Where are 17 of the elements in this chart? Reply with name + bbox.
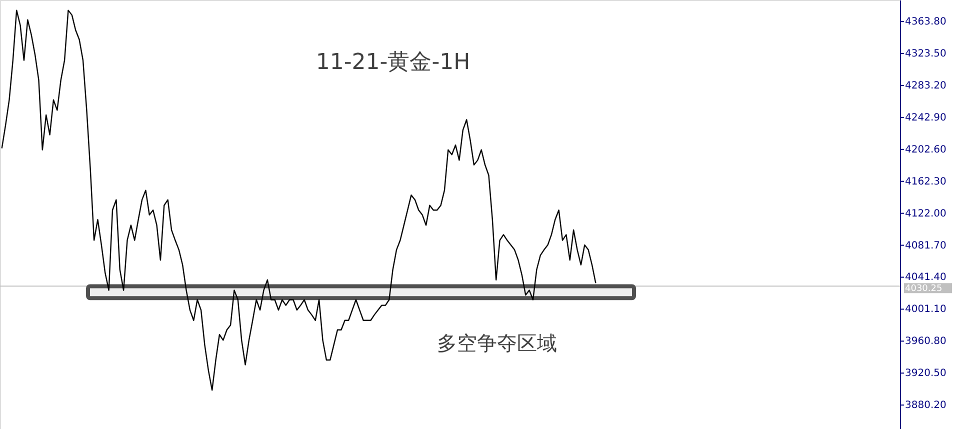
y-tick-label: 4041.40 (905, 272, 946, 284)
y-tick-label: 3960.80 (905, 336, 946, 348)
y-tick-label: 4202.60 (905, 144, 946, 156)
y-tick-label: 3880.20 (905, 400, 946, 412)
y-tick-label: 4242.90 (905, 112, 946, 124)
ref-line-label: 4030.25 (905, 284, 942, 294)
line-series (1, 10, 596, 391)
y-tick-label: 4363.80 (905, 16, 946, 28)
y-tick-label: 4283.20 (905, 80, 946, 92)
y-tick-label: 4081.70 (905, 240, 946, 252)
y-tick-label: 4323.50 (905, 48, 946, 60)
y-tick-label: 4122.00 (905, 208, 946, 220)
text: 11-21-黄金-1H (316, 50, 470, 75)
annotation: 多空争夺区域 (437, 331, 557, 355)
y-tick-label: 3920.50 (905, 368, 946, 380)
y-tick-label: 4162.30 (905, 176, 946, 188)
y-tick-label: 4001.10 (905, 304, 946, 316)
